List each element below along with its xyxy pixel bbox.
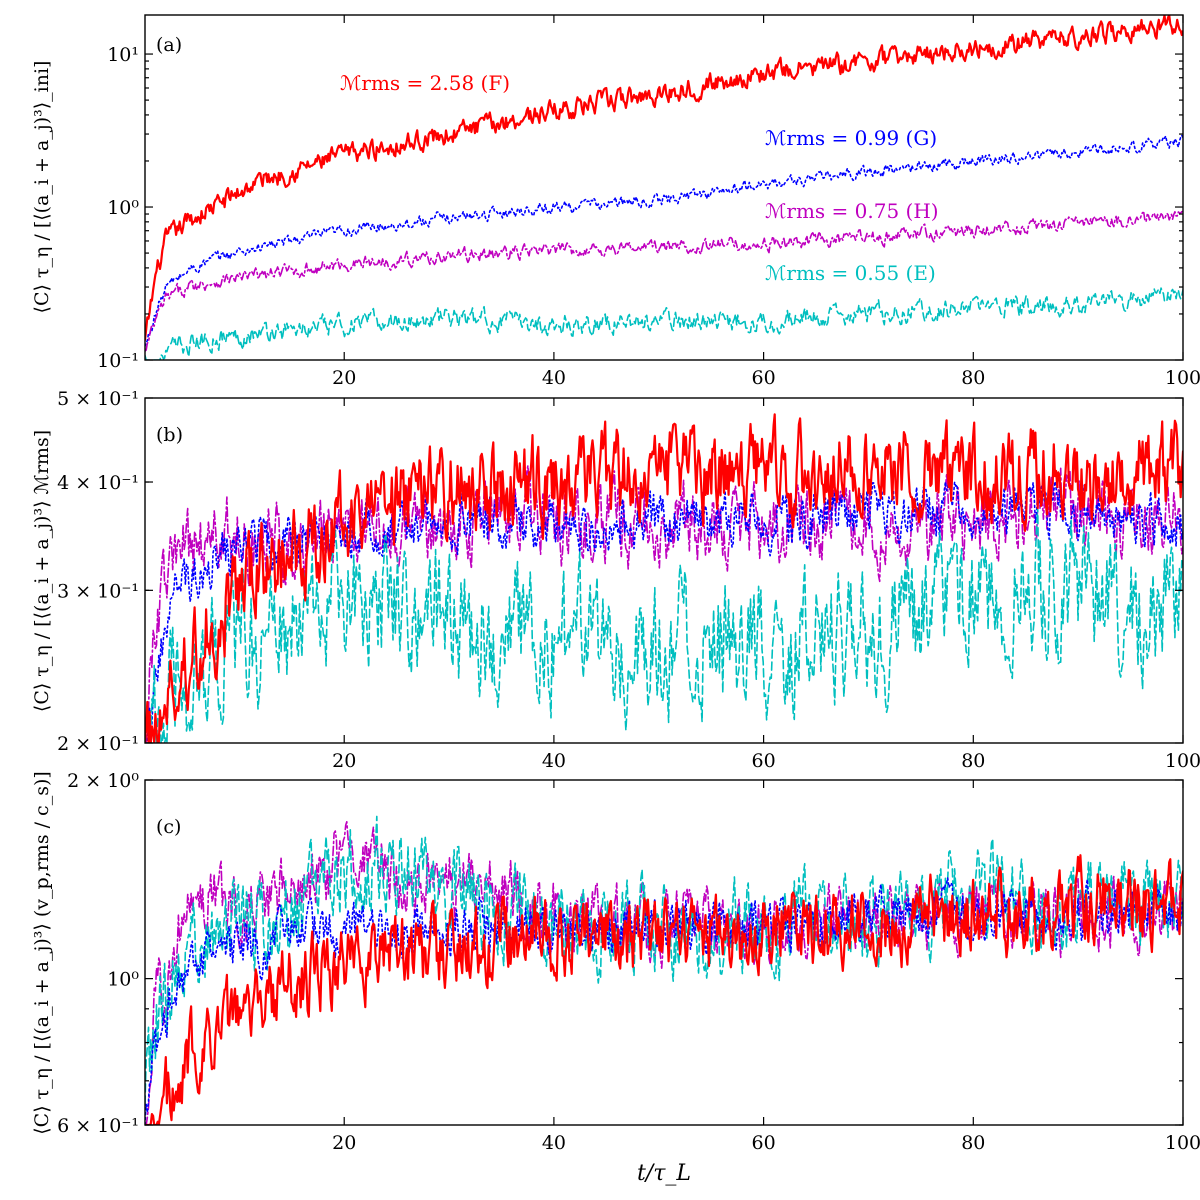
panel-a-y-tick-label: 10⁻¹ (97, 350, 139, 372)
panel-a-y-axis-label: ⟨C⟩ τ_η / [⟨(a_i + a_j)³⟩_ini] (31, 61, 53, 314)
panel-c-series-E (145, 815, 1183, 1105)
panel-a-series-F (145, 15, 1183, 341)
panel-c-y-tick-label: 10⁰ (107, 969, 139, 991)
panel-b-x-tick-label: 20 (332, 750, 356, 772)
panel-a-series-H (145, 210, 1183, 352)
panel-c: 20 40 60 80 100 6 × 10⁻¹ 10⁰ 2 × 10⁰ (c) ⟨C⟩ τ_… (31, 770, 1200, 1154)
annotation-mach-h: ℳrms = 0.75 (H) (765, 199, 939, 223)
panel-a-frame (144, 14, 1184, 361)
panel-b-series-G (145, 479, 1183, 743)
panel-a-x-tick-label: 40 (542, 367, 566, 389)
annotation-mach-g: ℳrms = 0.99 (G) (765, 126, 937, 150)
panel-b-y-tick-label: 5 × 10⁻¹ (57, 388, 139, 410)
panel-b-y-tick-label: 3 × 10⁻¹ (57, 580, 139, 602)
panel-b-series-E (145, 506, 1183, 743)
panel-c-y-axis-label: ⟨C⟩ τ_η / [⟨(a_i + a_j)³⟩ (v_p,rms / c_s… (31, 771, 53, 1135)
panel-b: 20 40 60 80 100 2 × 10⁻¹ 3 × 10⁻¹ 4 × 10⁻¹ 5 × 1… (31, 388, 1200, 772)
panel-a-series-E (145, 287, 1183, 360)
panel-b-label: (b) (156, 424, 183, 446)
panel-b-y-axis-label: ⟨C⟩ τ_η / [⟨(a_i + a_j)³⟩ ℳrms] (31, 430, 53, 712)
panel-c-x-tick-label: 100 (1165, 1132, 1200, 1154)
annotation-mach-f: ℳrms = 2.58 (F) (340, 71, 510, 95)
panel-b-x-tick-label: 60 (752, 750, 776, 772)
x-axis-label: t/τ_L (637, 1161, 691, 1186)
panel-a-y-tick-label: 10⁰ (107, 197, 139, 219)
annotation-mach-e: ℳrms = 0.55 (E) (765, 261, 936, 285)
panel-c-x-tick-label: 60 (752, 1132, 776, 1154)
panel-a-x-tick-label: 20 (332, 367, 356, 389)
panel-a-x-tick-label: 80 (961, 367, 985, 389)
panel-c-frame (144, 779, 1184, 1126)
panel-a-x-tick-label: 100 (1165, 367, 1200, 389)
panel-b-frame (144, 397, 1184, 744)
panel-b-x-tick-label: 80 (961, 750, 985, 772)
panel-a-series-G (145, 134, 1183, 347)
panel-a-y-tick-label: 10¹ (107, 44, 139, 66)
panel-b-series-F (145, 413, 1183, 743)
panel-c-series-F (145, 854, 1183, 1125)
panel-c-y-tick-label: 6 × 10⁻¹ (57, 1115, 139, 1137)
panel-a: 20 40 60 80 100 10⁻¹ 10⁰ 10¹ (a) ⟨C⟩ τ_η / [⟨(a… (31, 14, 1200, 389)
panel-c-x-tick-label: 40 (542, 1132, 566, 1154)
panel-b-y-tick-label: 4 × 10⁻¹ (57, 472, 139, 494)
panel-b-y-tick-label: 2 × 10⁻¹ (57, 733, 139, 755)
panel-c-x-tick-label: 80 (961, 1132, 985, 1154)
panel-a-label: (a) (156, 34, 182, 56)
panel-c-label: (c) (156, 816, 181, 838)
panel-c-y-tick-label: 2 × 10⁰ (67, 770, 139, 792)
panel-b-x-tick-label: 100 (1165, 750, 1200, 772)
panel-b-x-tick-label: 40 (542, 750, 566, 772)
panel-c-x-tick-label: 20 (332, 1132, 356, 1154)
panel-b-series-H (145, 464, 1183, 743)
panel-a-x-tick-label: 60 (752, 367, 776, 389)
